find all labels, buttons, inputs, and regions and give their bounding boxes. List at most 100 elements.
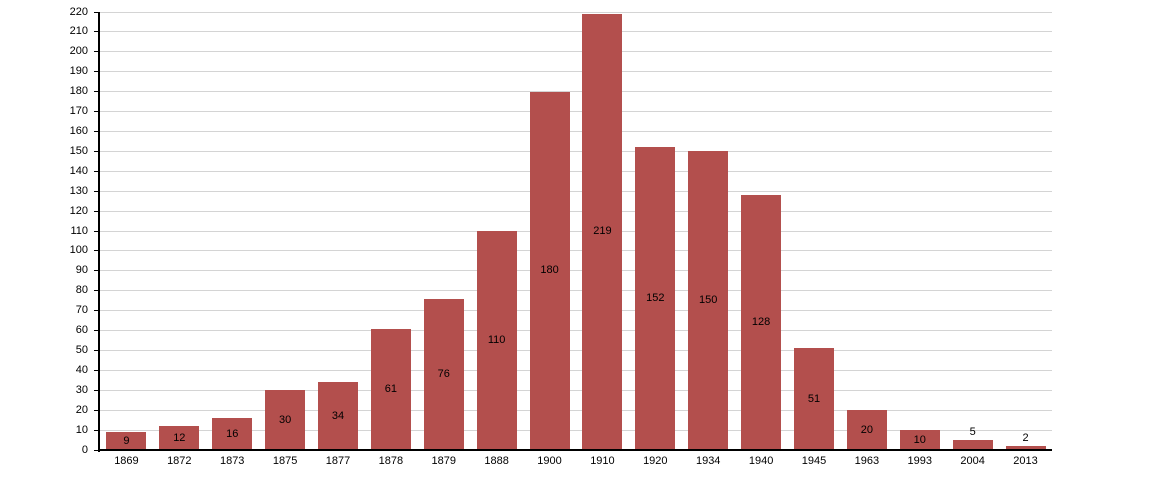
y-gridline xyxy=(100,429,1052,431)
y-gridline xyxy=(100,91,1052,93)
bar-value-label: 12 xyxy=(173,431,186,444)
y-gridline xyxy=(100,150,1052,152)
x-axis-label: 2004 xyxy=(960,455,985,467)
y-axis-tick xyxy=(94,91,100,93)
bar xyxy=(846,410,887,450)
y-axis-label: 30 xyxy=(75,383,88,396)
x-axis-label: 1877 xyxy=(325,455,351,467)
bar xyxy=(688,151,729,450)
y-axis-label: 80 xyxy=(75,284,88,297)
bar xyxy=(476,231,517,450)
y-axis-label: 100 xyxy=(69,244,88,257)
y-axis-tick xyxy=(94,111,100,113)
bar-value-label: 219 xyxy=(593,225,612,238)
x-axis-label: 1875 xyxy=(272,455,298,467)
x-axis-label: 1945 xyxy=(801,455,827,467)
x-axis-label: 1879 xyxy=(431,455,456,467)
bar xyxy=(899,430,940,450)
y-axis-tick xyxy=(94,330,100,332)
y-axis-label: 170 xyxy=(69,105,88,118)
y-axis-label: 50 xyxy=(75,343,88,356)
x-axis-label: 1873 xyxy=(219,455,245,467)
y-gridline xyxy=(100,409,1052,411)
bar-value-label: 51 xyxy=(807,392,821,405)
y-axis-tick xyxy=(94,31,100,33)
x-axis-label: 1963 xyxy=(854,455,880,467)
bar xyxy=(952,440,993,450)
y-axis-tick xyxy=(94,150,100,152)
y-gridline xyxy=(100,51,1052,53)
y-axis-label: 60 xyxy=(75,324,88,337)
y-axis-tick xyxy=(94,230,100,232)
y-axis-tick xyxy=(94,71,100,73)
y-axis-tick xyxy=(94,369,100,371)
y-gridline xyxy=(100,71,1052,73)
y-axis-label: 180 xyxy=(69,85,88,98)
y-axis-tick xyxy=(94,130,100,132)
bar xyxy=(265,390,306,450)
y-axis-tick xyxy=(94,170,100,172)
x-axis-line xyxy=(98,449,1052,451)
y-gridline xyxy=(100,210,1052,212)
bar-value-label: 76 xyxy=(437,367,450,380)
bar-value-label: 16 xyxy=(226,427,239,440)
y-gridline xyxy=(100,190,1052,192)
y-axis-label: 20 xyxy=(75,403,88,416)
bar-value-label: 180 xyxy=(540,264,559,277)
bar-value-label: 150 xyxy=(699,294,718,307)
y-axis-tick xyxy=(94,429,100,431)
x-axis-label: 1900 xyxy=(537,455,562,467)
bar xyxy=(582,13,623,450)
y-axis-tick xyxy=(94,11,100,13)
y-axis-tick xyxy=(94,310,100,312)
y-axis-tick xyxy=(94,409,100,411)
x-axis-label: 1993 xyxy=(907,455,932,467)
x-axis-label: 1872 xyxy=(167,455,192,467)
y-axis-label: 220 xyxy=(69,5,88,18)
y-axis-tick xyxy=(94,290,100,292)
y-axis-tick xyxy=(94,190,100,192)
y-axis-label: 150 xyxy=(69,144,88,157)
y-gridline xyxy=(100,270,1052,272)
x-axis-label: 2013 xyxy=(1013,455,1038,467)
y-gridline xyxy=(100,130,1052,132)
bar xyxy=(423,298,464,450)
y-axis-label: 130 xyxy=(69,184,88,197)
bar-value-label: 34 xyxy=(331,409,345,422)
x-axis-label: 1940 xyxy=(748,455,774,467)
y-gridline xyxy=(100,11,1052,13)
x-axis-label: 1869 xyxy=(114,455,139,467)
y-gridline xyxy=(100,250,1052,252)
x-axis-label: 1920 xyxy=(643,455,668,467)
y-axis-line xyxy=(98,12,100,452)
y-gridline xyxy=(100,310,1052,312)
y-axis-tick xyxy=(94,449,100,451)
bar xyxy=(529,91,570,450)
y-axis-label: 210 xyxy=(69,25,88,38)
y-axis-label: 90 xyxy=(75,264,88,277)
y-axis-tick xyxy=(94,270,100,272)
y-gridline xyxy=(100,31,1052,33)
y-axis-label: 140 xyxy=(69,164,88,177)
y-axis-label: 0 xyxy=(81,443,88,456)
bar-value-label: 2 xyxy=(1022,432,1029,445)
y-axis-label: 200 xyxy=(69,45,88,58)
y-axis-tick xyxy=(94,51,100,53)
y-gridline xyxy=(100,170,1052,172)
y-gridline xyxy=(100,349,1052,351)
bar xyxy=(212,418,253,450)
y-axis-tick xyxy=(94,250,100,252)
y-gridline xyxy=(100,389,1052,391)
bar xyxy=(741,195,782,450)
y-axis-label: 10 xyxy=(75,423,88,436)
y-axis-label: 110 xyxy=(70,224,88,237)
y-axis-label: 120 xyxy=(69,204,88,217)
bar-value-label: 20 xyxy=(860,423,873,436)
x-axis-label: 1934 xyxy=(695,455,721,467)
bar xyxy=(370,328,411,450)
bar-value-label: 128 xyxy=(751,316,771,329)
bar-value-label: 10 xyxy=(913,433,926,446)
y-gridline xyxy=(100,111,1052,113)
bar xyxy=(159,426,200,450)
